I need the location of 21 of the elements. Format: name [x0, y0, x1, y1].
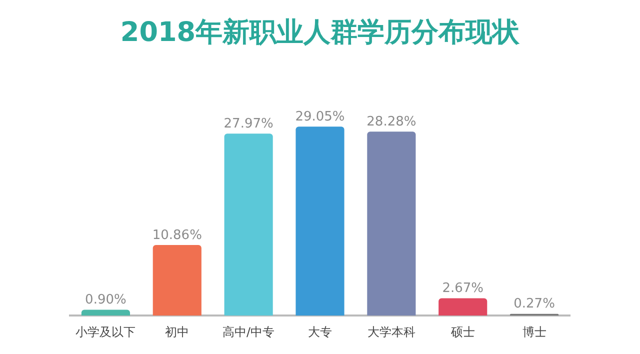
data-label: 27.97%: [224, 116, 274, 132]
bar: [152, 244, 202, 316]
x-tick-label: 大专: [308, 324, 332, 339]
bar: [224, 134, 273, 316]
bar: [438, 298, 488, 316]
chart-title: 2018年新职业人群学历分布现状: [120, 17, 521, 48]
x-tick-label: 大学本科: [367, 324, 416, 339]
x-tick-label: 小学及以下: [76, 324, 136, 339]
x-tick-label: 初中: [165, 324, 190, 339]
x-tick-label: 硕士: [450, 324, 475, 339]
data-label: 0.27%: [514, 296, 555, 312]
bar: [367, 132, 416, 316]
data-label: 28.28%: [366, 114, 416, 130]
x-tick-label: 博士: [522, 324, 546, 339]
data-label: 29.05%: [295, 109, 345, 124]
data-label: 0.90%: [85, 292, 126, 308]
data-label: 2.67%: [442, 281, 484, 296]
bar: [296, 126, 344, 316]
data-label: 10.86%: [152, 228, 202, 243]
bar: [81, 310, 130, 316]
x-tick-label: 高中/中专: [222, 324, 275, 339]
